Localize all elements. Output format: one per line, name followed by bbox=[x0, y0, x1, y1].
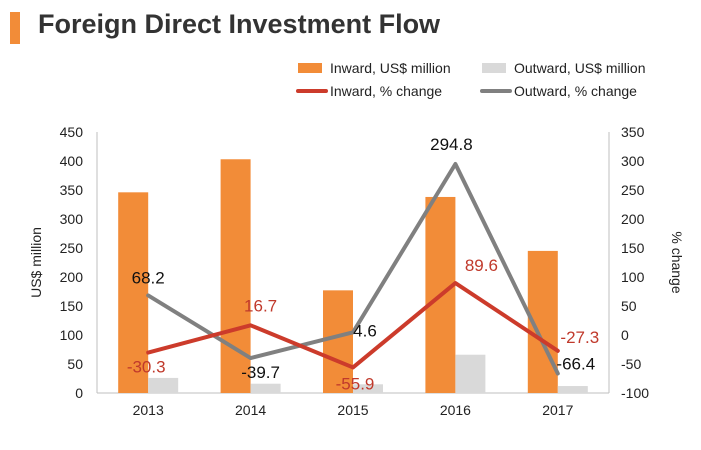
line-inward-pct-change bbox=[146, 281, 560, 370]
legend-inward-usd-swatch bbox=[298, 63, 322, 73]
bar-inward-2015 bbox=[323, 290, 353, 393]
y-tick-right-label: 150 bbox=[621, 240, 645, 256]
y-tick-left-label: 200 bbox=[60, 269, 84, 285]
data-label-inward-pct-2016: 89.6 bbox=[465, 256, 498, 275]
y-tick-left-label: 350 bbox=[60, 182, 84, 198]
y-tick-left-label: 300 bbox=[60, 211, 84, 227]
data-label-outward-pct-2015: 4.6 bbox=[353, 321, 377, 340]
bar-inward-2013 bbox=[118, 192, 149, 393]
y-tick-right-label: 50 bbox=[621, 298, 637, 314]
data-label-outward-pct-2013: 68.2 bbox=[132, 268, 165, 287]
y-tick-right-label: 0 bbox=[621, 327, 629, 343]
y-tick-right-label: 200 bbox=[621, 211, 645, 227]
y-tick-right-label: 300 bbox=[621, 153, 645, 169]
y-tick-left-label: 250 bbox=[60, 240, 84, 256]
y-tick-right-label: 100 bbox=[621, 269, 645, 285]
data-label-outward-pct-2014: -39.7 bbox=[241, 363, 280, 382]
y-tick-right-label: -100 bbox=[621, 385, 649, 401]
y-tick-left-label: 50 bbox=[67, 356, 83, 372]
x-tick-label-2014: 2014 bbox=[235, 402, 266, 418]
x-tick-label-2017: 2017 bbox=[542, 402, 573, 418]
data-label-outward-pct-2016: 294.8 bbox=[430, 135, 473, 154]
y-tick-right-label: 250 bbox=[621, 182, 645, 198]
legend-outward-usd-swatch bbox=[482, 63, 506, 73]
legend-outward-pct-label: Outward, % change bbox=[514, 83, 637, 99]
line-outward-pct-change bbox=[146, 162, 560, 376]
x-tick-label-2016: 2016 bbox=[440, 402, 471, 418]
bar-outward-2017 bbox=[557, 386, 588, 393]
bar-inward-2014 bbox=[220, 159, 251, 393]
y-tick-right-label: 350 bbox=[621, 124, 645, 140]
bar-outward-2015 bbox=[353, 384, 383, 393]
data-label-outward-pct-2017: -66.4 bbox=[556, 355, 595, 374]
x-tick-label-2015: 2015 bbox=[337, 402, 368, 418]
data-label-inward-pct-2015: -55.9 bbox=[336, 374, 375, 393]
y-axis-right-title: % change bbox=[669, 231, 685, 293]
data-label-inward-pct-2013: -30.3 bbox=[127, 358, 166, 377]
title-accent-bar bbox=[10, 12, 20, 44]
y-tick-right-label: -50 bbox=[621, 356, 641, 372]
y-axis-left-title: US$ million bbox=[28, 227, 44, 298]
bar-outward-2013 bbox=[148, 377, 179, 393]
y-tick-left-label: 0 bbox=[75, 385, 83, 401]
y-tick-left-label: 100 bbox=[60, 327, 84, 343]
legend-outward-usd-label: Outward, US$ million bbox=[514, 60, 646, 76]
bar-outward-2014 bbox=[250, 383, 281, 393]
y-tick-left-label: 400 bbox=[60, 153, 84, 169]
legend-inward-usd-label: Inward, US$ million bbox=[330, 60, 451, 76]
chart-title: Foreign Direct Investment Flow bbox=[38, 9, 441, 39]
bar-outward-2016 bbox=[455, 354, 486, 393]
x-tick-label-2013: 2013 bbox=[133, 402, 164, 418]
data-label-inward-pct-2014: 16.7 bbox=[244, 296, 277, 315]
data-label-inward-pct-2017: -27.3 bbox=[560, 328, 599, 347]
y-tick-left-label: 150 bbox=[60, 298, 84, 314]
legend-inward-pct-label: Inward, % change bbox=[330, 83, 442, 99]
y-tick-left-label: 450 bbox=[60, 124, 84, 140]
